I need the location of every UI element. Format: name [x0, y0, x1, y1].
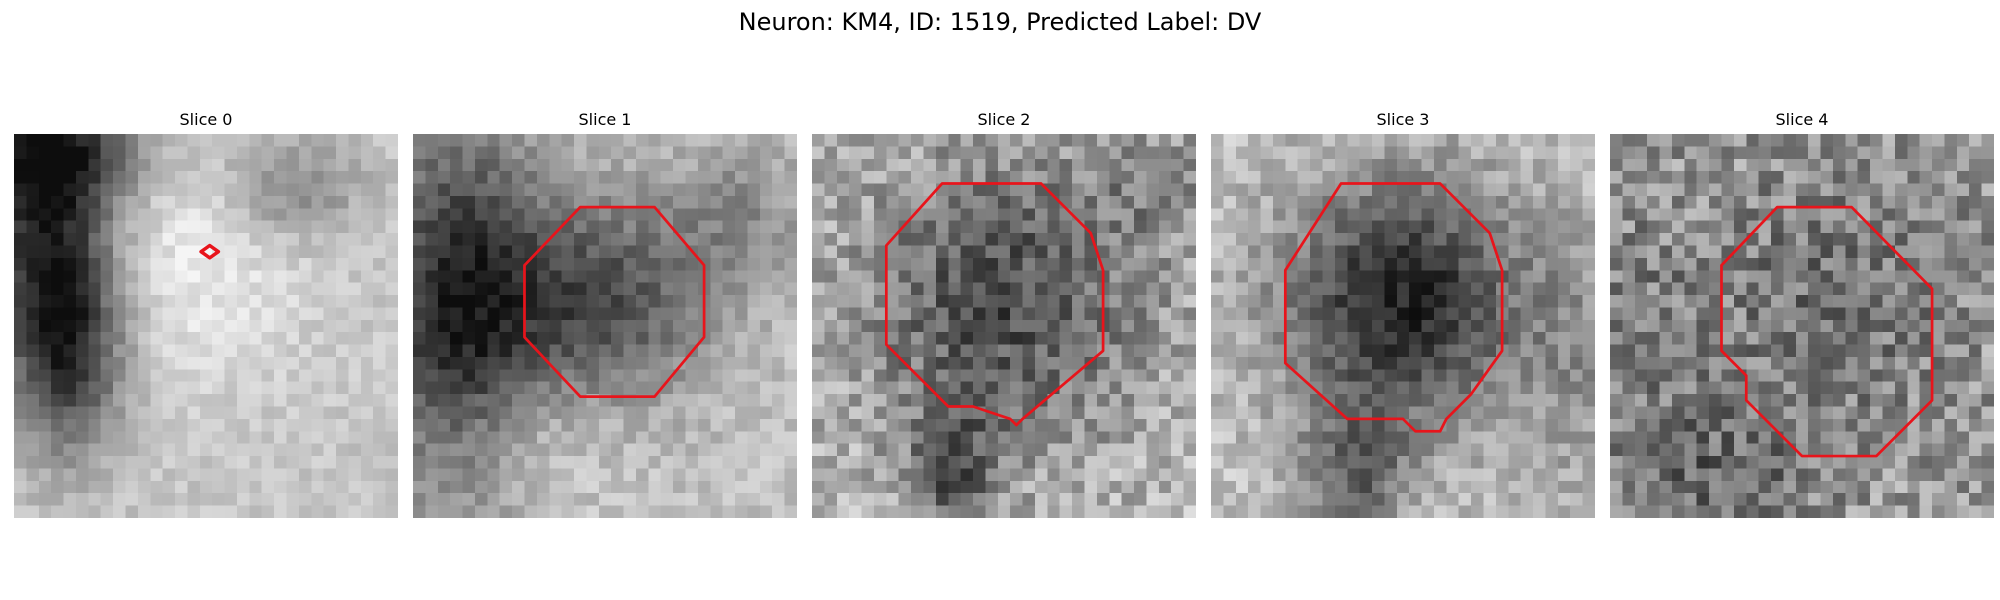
slice-panel-4: Slice 4 — [1610, 110, 1994, 520]
slice-title: Slice 4 — [1775, 110, 1829, 129]
slice-image — [1610, 134, 1994, 518]
slice-image-svg — [1211, 134, 1595, 518]
slice-image-svg — [413, 134, 797, 518]
slice-title: Slice 2 — [977, 110, 1031, 129]
slice-image — [413, 134, 797, 518]
slice-title: Slice 0 — [179, 110, 233, 129]
slice-panel-0: Slice 0 — [14, 110, 398, 520]
slice-panel-1: Slice 1 — [413, 110, 797, 520]
slice-image-svg — [14, 134, 398, 518]
roi-outline — [523, 205, 706, 398]
roi-outline — [199, 243, 221, 260]
slice-title: Slice 3 — [1376, 110, 1430, 129]
slice-image-svg — [812, 134, 1196, 518]
slice-panel-3: Slice 3 — [1211, 110, 1595, 520]
roi-outline — [1283, 182, 1504, 433]
roi-outline — [884, 182, 1105, 427]
slice-image — [812, 134, 1196, 518]
slice-image — [14, 134, 398, 518]
figure-title: Neuron: KM4, ID: 1519, Predicted Label: … — [738, 8, 1262, 36]
slice-title: Slice 1 — [578, 110, 632, 129]
roi-outline — [1720, 205, 1934, 458]
slice-image — [1211, 134, 1595, 518]
slice-image-svg — [1610, 134, 1994, 518]
slice-panel-2: Slice 2 — [812, 110, 1196, 520]
